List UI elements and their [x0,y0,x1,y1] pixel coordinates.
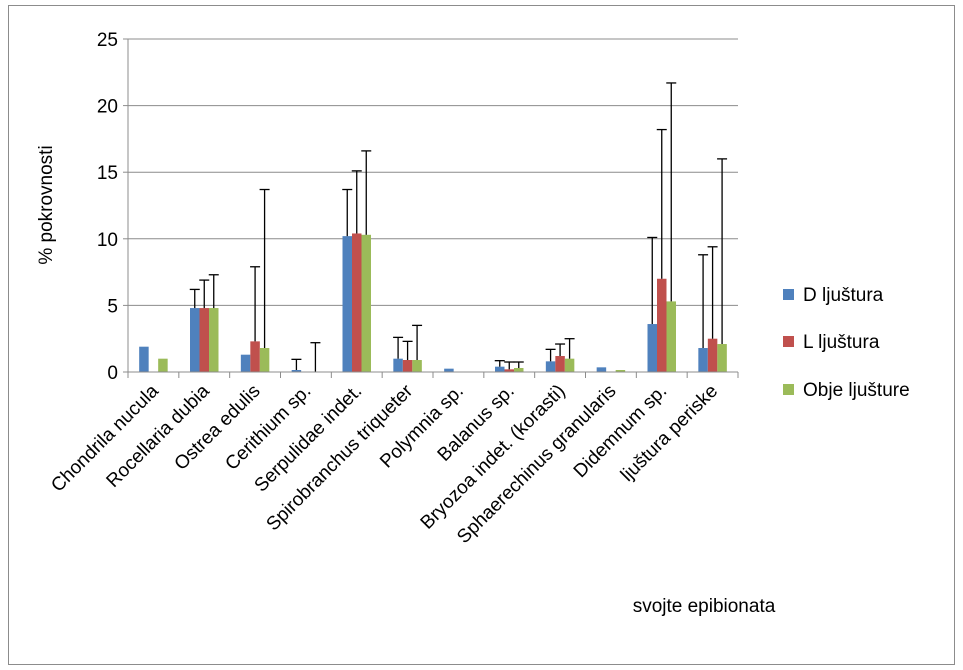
bar-obje-lju-ture-ostrea-edulis [259,348,270,372]
chart-frame [8,5,955,665]
bar-obje-lju-ture-lju-tura-periske [717,344,727,372]
bar-l-lju-tura-spirobranchus-triqueter [402,360,413,372]
error-bar-d-lju-tura-cerithium-sp [291,358,302,371]
error-bar-obje-lju-ture-rocellaria-dubia [208,274,219,309]
error-bar-obje-lju-ture-cerithium-sp [310,342,321,372]
error-bar-l-lju-tura-spirobranchus-triqueter [402,340,413,361]
error-bar-l-lju-tura-lju-tura-periske [707,246,718,339]
bar-d-lju-tura-lju-tura-periske [698,348,708,372]
error-bar-d-lju-tura-balanus-sp [494,360,505,367]
bar-d-lju-tura-polymnia-sp [444,368,454,372]
legend-label-l-ljustura: L ljuštura [803,332,880,353]
y-tick-label-10: 10 [97,230,118,251]
error-bar-l-lju-tura-rocellaria-dubia [199,279,210,309]
error-bar-d-lju-tura-bryozoa-indet-korasti [545,348,556,362]
error-bar-d-lju-tura-lju-tura-periske [698,254,709,349]
legend-label-obje-ljusture: Obje ljušture [803,380,910,401]
bar-obje-lju-ture-bryozoa-indet-korasti [564,358,575,372]
error-bar-d-lju-tura-didemnum-sp [647,236,658,325]
bar-l-lju-tura-rocellaria-dubia [199,308,209,372]
bar-obje-lju-ture-didemnum-sp [666,301,676,372]
error-bar-obje-lju-ture-balanus-sp [513,361,524,369]
legend-label-d-ljustura: D ljuštura [803,285,884,306]
y-tick-label-5: 5 [107,296,118,317]
error-bar-l-lju-tura-ostrea-edulis [250,266,261,342]
bar-l-lju-tura-serpulidae-indet [352,233,362,372]
bar-d-lju-tura-didemnum-sp [647,324,657,372]
axes [127,39,739,378]
y-tick-label-25: 25 [97,30,118,51]
error-bar-l-lju-tura-balanus-sp [504,361,515,370]
error-bar-obje-lju-ture-lju-tura-periske [717,158,728,345]
bar-d-lju-tura-ostrea-edulis [240,354,251,372]
error-bar-d-lju-tura-spirobranchus-triqueter [393,336,404,359]
error-bar-d-lju-tura-rocellaria-dubia [189,288,200,309]
bar-obje-lju-ture-balanus-sp [514,368,524,372]
error-bar-obje-lju-ture-ostrea-edulis [259,188,270,349]
error-bar-obje-lju-ture-didemnum-sp [666,82,677,302]
gridlines [123,38,738,373]
bar-d-lju-tura-balanus-sp [495,366,505,372]
error-bars [189,82,728,372]
error-bar-l-lju-tura-bryozoa-indet-korasti [555,343,566,357]
bar-l-lju-tura-ostrea-edulis [250,341,260,372]
error-bar-obje-lju-ture-serpulidae-indet [361,150,372,235]
bar-obje-lju-ture-rocellaria-dubia [209,308,219,372]
legend: D ljuštura L ljuštura Obje ljušture [783,285,910,401]
bar-d-lju-tura-cerithium-sp [291,370,302,372]
bar-l-lju-tura-didemnum-sp [657,278,667,372]
legend-swatch-d-ljustura [783,289,794,300]
error-bar-l-lju-tura-didemnum-sp [656,128,667,279]
bar-obje-lju-ture-sphaerechinus-granularis [615,370,626,372]
bar-l-lju-tura-lju-tura-periske [707,338,718,372]
bar-d-lju-tura-serpulidae-indet [342,236,352,372]
y-tick-label-20: 20 [97,97,118,118]
y-axis-title: % pokrovnosti [36,145,57,264]
bar-l-lju-tura-bryozoa-indet-korasti [555,356,565,372]
bar-d-lju-tura-chondrila-nucula [139,346,149,372]
bar-obje-lju-ture-serpulidae-indet [361,234,371,372]
legend-swatch-l-ljustura [783,336,794,347]
error-bar-obje-lju-ture-spirobranchus-triqueter [412,324,423,361]
y-tick-label-15: 15 [97,163,118,184]
x-axis-title: svojte epibionata [633,596,776,617]
y-tick-label-0: 0 [107,363,118,384]
bar-l-lju-tura-balanus-sp [504,369,514,372]
bar-d-lju-tura-sphaerechinus-granularis [596,367,607,372]
error-bar-obje-lju-ture-bryozoa-indet-korasti [564,338,575,359]
error-bar-l-lju-tura-serpulidae-indet [351,170,362,234]
bar-d-lju-tura-rocellaria-dubia [190,308,200,372]
bar-d-lju-tura-bryozoa-indet-korasti [545,361,556,372]
bar-obje-lju-ture-chondrila-nucula [158,358,168,372]
bar-d-lju-tura-spirobranchus-triqueter [393,358,403,372]
legend-swatch-obje-ljusture [783,384,794,395]
error-bar-d-lju-tura-serpulidae-indet [342,188,353,237]
bars [139,233,727,372]
bar-obje-lju-ture-spirobranchus-triqueter [412,360,422,372]
